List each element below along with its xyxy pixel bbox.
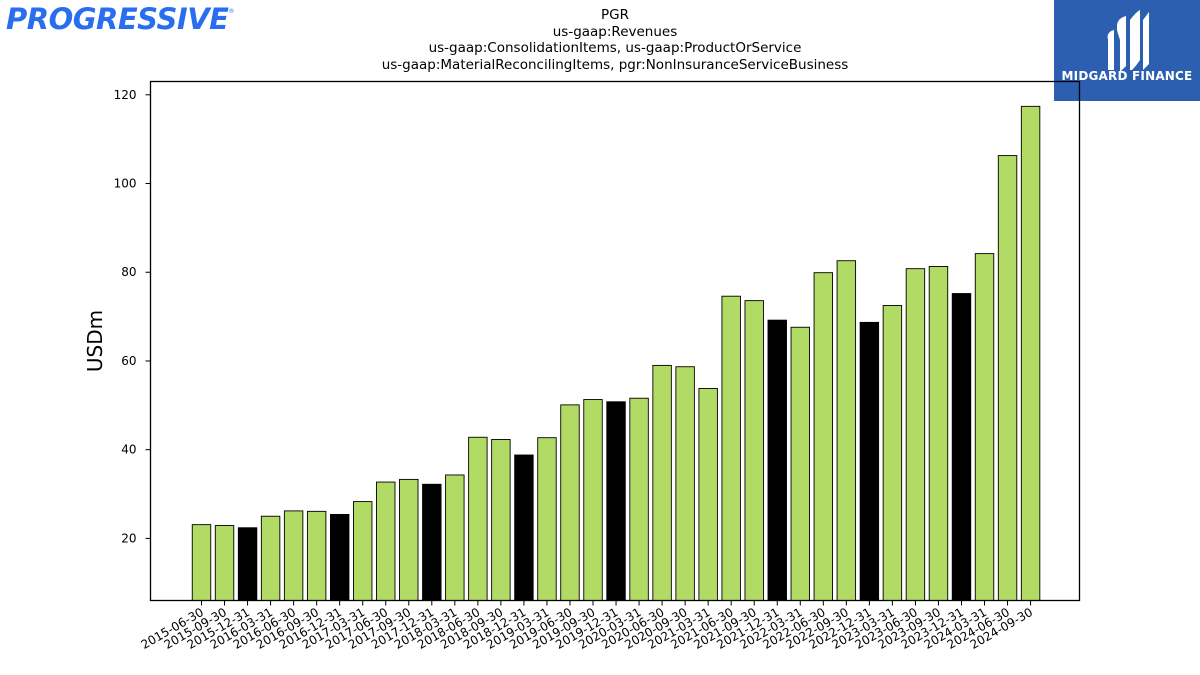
y-tick-label: 120	[114, 88, 137, 102]
y-tick-label: 20	[121, 531, 136, 545]
plot-frame	[149, 80, 1081, 602]
bar-2024-06-30	[997, 155, 1018, 601]
bar-2024-09-30	[1020, 105, 1041, 601]
y-axis-label: USDm	[83, 310, 107, 372]
bar-2020-03-31	[629, 397, 649, 601]
bar-2017-03-31	[353, 501, 373, 601]
bar-2018-09-30	[491, 439, 511, 601]
bar-2015-06-30	[191, 524, 212, 601]
x-axis: 2015-06-302015-09-302015-12-312016-03-31…	[139, 600, 1035, 652]
bar-2020-06-30	[652, 364, 672, 601]
midgard-logo-icon	[1107, 10, 1149, 72]
bar-2019-06-30	[560, 404, 580, 601]
bar-2023-09-30	[928, 266, 949, 601]
bar-2020-09-30	[675, 366, 695, 601]
bar-2021-06-30	[721, 295, 741, 601]
chart-title-line: us-gaap:Revenues	[552, 23, 678, 40]
y-axis: 20 40 60 80 100 120	[114, 88, 151, 545]
progressive-logo: PROGRESSIVE®	[6, 2, 234, 36]
chart-title-line: PGR	[601, 7, 629, 23]
bar-2019-09-30	[583, 399, 603, 601]
bar-2019-12-31	[606, 401, 626, 601]
bar-2022-03-31	[790, 326, 810, 601]
bar-2021-03-31	[698, 388, 718, 601]
y-tick-label: 100	[114, 177, 137, 191]
chart-title-line: us-gaap:ConsolidationItems, us-gaap:Prod…	[428, 40, 802, 57]
bar-2024-03-31	[974, 253, 995, 601]
chart-title: PGR us-gaap:Revenues us-gaap:Consolidati…	[150, 7, 1080, 73]
bar-2022-09-30	[836, 260, 857, 601]
bar-2016-06-30	[283, 510, 304, 601]
bar-2017-12-31	[422, 483, 442, 601]
bar-2019-03-31	[537, 437, 557, 601]
bar-2017-09-30	[399, 478, 419, 601]
chart-title-line: us-gaap:MaterialReconcilingItems, pgr:No…	[381, 56, 849, 73]
bar-2016-12-31	[329, 513, 350, 601]
bar-2023-12-31	[951, 293, 972, 601]
bar-2023-03-31	[882, 305, 903, 601]
bar-2023-06-30	[905, 268, 926, 601]
bar-2018-12-31	[514, 454, 534, 601]
bar-2022-06-30	[813, 272, 834, 601]
y-tick-label: 60	[121, 354, 136, 368]
bar-2022-12-31	[859, 321, 880, 601]
bar-2021-09-30	[744, 300, 764, 601]
bar-2016-03-31	[260, 515, 281, 601]
bar-2015-09-30	[214, 525, 235, 601]
bar-2021-12-31	[767, 319, 787, 601]
bar-2016-09-30	[306, 510, 327, 601]
bars-group	[191, 105, 1041, 601]
bar-2017-06-30	[376, 481, 396, 601]
bar-2018-06-30	[468, 436, 488, 601]
bar-2015-12-31	[237, 527, 258, 601]
y-tick-label: 40	[121, 443, 136, 457]
badge-name: MIDGARD FINANCE	[1061, 69, 1193, 83]
y-tick-label: 80	[121, 265, 136, 279]
midgard-finance-badge: MIDGARD FINANCE	[1054, 0, 1200, 101]
bar-2018-03-31	[445, 474, 465, 601]
